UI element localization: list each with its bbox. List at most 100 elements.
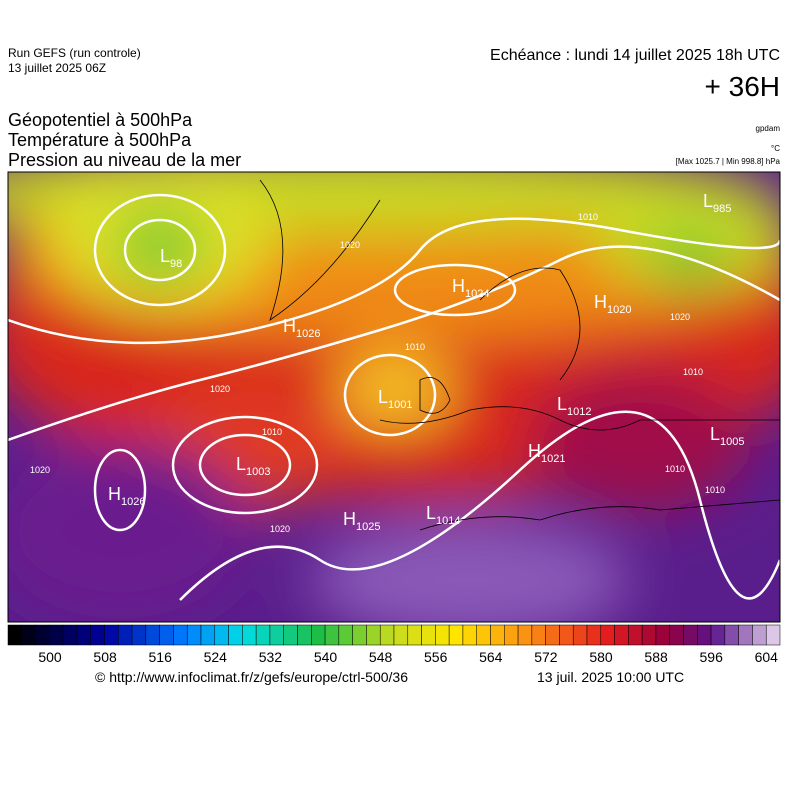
colorbar-swatch — [600, 624, 615, 646]
system-value: 1012 — [567, 406, 591, 418]
pressure-center: H1021 — [528, 441, 565, 465]
pressure-center: L985 — [703, 191, 731, 215]
colorbar-swatch — [641, 624, 657, 646]
unit: °C — [771, 144, 780, 153]
colorbar-swatch — [242, 624, 257, 646]
isobar-label: 1020 — [670, 312, 690, 322]
isobar-label: 1010 — [262, 427, 282, 437]
isobar-label: 1010 — [578, 212, 598, 222]
lead-time: + 36H — [705, 71, 781, 102]
colorbar-label: 580 — [589, 649, 613, 665]
system-letter: L — [160, 246, 170, 266]
system-letter: H — [343, 509, 356, 529]
isobar-label: 1020 — [270, 524, 290, 534]
colorbar-swatch — [269, 624, 284, 646]
system-letter: L — [378, 387, 388, 407]
system-value: 1026 — [296, 328, 320, 340]
pressure-center: H1026 — [108, 484, 145, 508]
system-value: 1005 — [720, 436, 744, 448]
system-letter: L — [710, 424, 720, 444]
colorbar-label: 596 — [700, 649, 724, 665]
colorbar-swatch — [366, 624, 381, 646]
colorbar-swatch — [145, 624, 160, 646]
valid-time: Echéance : lundi 14 juillet 2025 18h UTC — [490, 47, 780, 64]
field: Pression au niveau de la mer — [8, 150, 241, 170]
colorbar-swatch — [448, 624, 464, 646]
system-letter: H — [594, 292, 607, 312]
system-letter: L — [236, 454, 246, 474]
colorbar-label: 604 — [755, 649, 779, 665]
colorbar-swatch — [255, 624, 271, 646]
colorbar-swatch — [655, 624, 670, 646]
colorbar-swatch — [379, 624, 395, 646]
colorbar-label: 572 — [534, 649, 558, 665]
colorbar-swatch — [572, 624, 588, 646]
isobar-label: 1010 — [405, 342, 425, 352]
colorbar-swatch — [104, 624, 119, 646]
colorbar-swatch — [462, 624, 477, 646]
pressure-center: L98 — [160, 246, 182, 270]
colorbar-swatch — [35, 624, 50, 646]
colorbar-swatch — [118, 624, 133, 646]
colorbar-label: 500 — [38, 649, 62, 665]
field: Géopotentiel à 500hPa — [8, 110, 193, 130]
colorbar-swatch — [90, 624, 105, 646]
colorbar-swatch — [131, 624, 147, 646]
field: Température à 500hPa — [8, 130, 192, 150]
system-value: 1024 — [465, 288, 489, 300]
isobar-label: 1020 — [340, 240, 360, 250]
unit: [Max 1025.7 | Min 998.8] hPa — [676, 157, 781, 166]
system-letter: L — [557, 394, 567, 414]
colorbar-swatch — [586, 624, 602, 646]
colorbar-swatch — [738, 624, 753, 646]
colorbar-swatch — [214, 624, 229, 646]
pressure-center: H1020 — [594, 292, 631, 316]
pressure-center: H1026 — [283, 316, 320, 340]
colorbar-swatch — [490, 624, 505, 646]
colorbar-label: 532 — [259, 649, 283, 665]
system-letter: L — [426, 503, 436, 523]
colorbar-swatch — [7, 624, 23, 646]
pressure-center: H1024 — [452, 276, 489, 300]
colorbar-swatch — [435, 624, 450, 646]
isobar-label: 1020 — [30, 465, 50, 475]
colorbar-swatch — [697, 624, 712, 646]
run: Run GEFS (run controle) — [8, 46, 141, 60]
isobar-label: 1020 — [210, 384, 230, 394]
colorbar-label: 508 — [93, 649, 117, 665]
system-value: 1026 — [121, 496, 145, 508]
colorbar-swatch — [159, 624, 174, 646]
colorbar-swatch — [311, 624, 326, 646]
colorbar-swatch — [476, 624, 491, 646]
isobar-label: 1010 — [705, 485, 725, 495]
colorbar-swatch — [683, 624, 698, 646]
colorbar-swatch — [352, 624, 367, 646]
colorbar-swatch — [186, 624, 202, 646]
colorbar-swatch — [228, 624, 243, 646]
colorbar-swatch — [710, 624, 726, 646]
colorbar-swatch — [517, 624, 533, 646]
isobar-label: 1010 — [665, 464, 685, 474]
colorbar-swatch — [338, 624, 353, 646]
colorbar-swatch — [297, 624, 312, 646]
unit: gpdam — [756, 124, 781, 133]
colorbar-swatch — [614, 624, 629, 646]
pressure-center: L1005 — [710, 424, 745, 448]
pressure-center: H1025 — [343, 509, 380, 533]
colorbar-swatch — [628, 624, 643, 646]
system-value: 1025 — [356, 521, 380, 533]
colorbar-swatch — [559, 624, 574, 646]
colorbar-swatch — [21, 624, 36, 646]
colorbar-swatch — [173, 624, 188, 646]
colorbar-swatch — [407, 624, 422, 646]
colorbar-label: 556 — [424, 649, 448, 665]
colorbar-swatch — [200, 624, 216, 646]
colorbar-swatch — [421, 624, 436, 646]
colorbar-swatch — [49, 624, 64, 646]
colorbar-swatch — [531, 624, 546, 646]
system-value: 1003 — [246, 466, 270, 478]
colorbar-label: 564 — [479, 649, 503, 665]
pressure-center: L1012 — [557, 394, 592, 418]
map — [8, 172, 780, 622]
